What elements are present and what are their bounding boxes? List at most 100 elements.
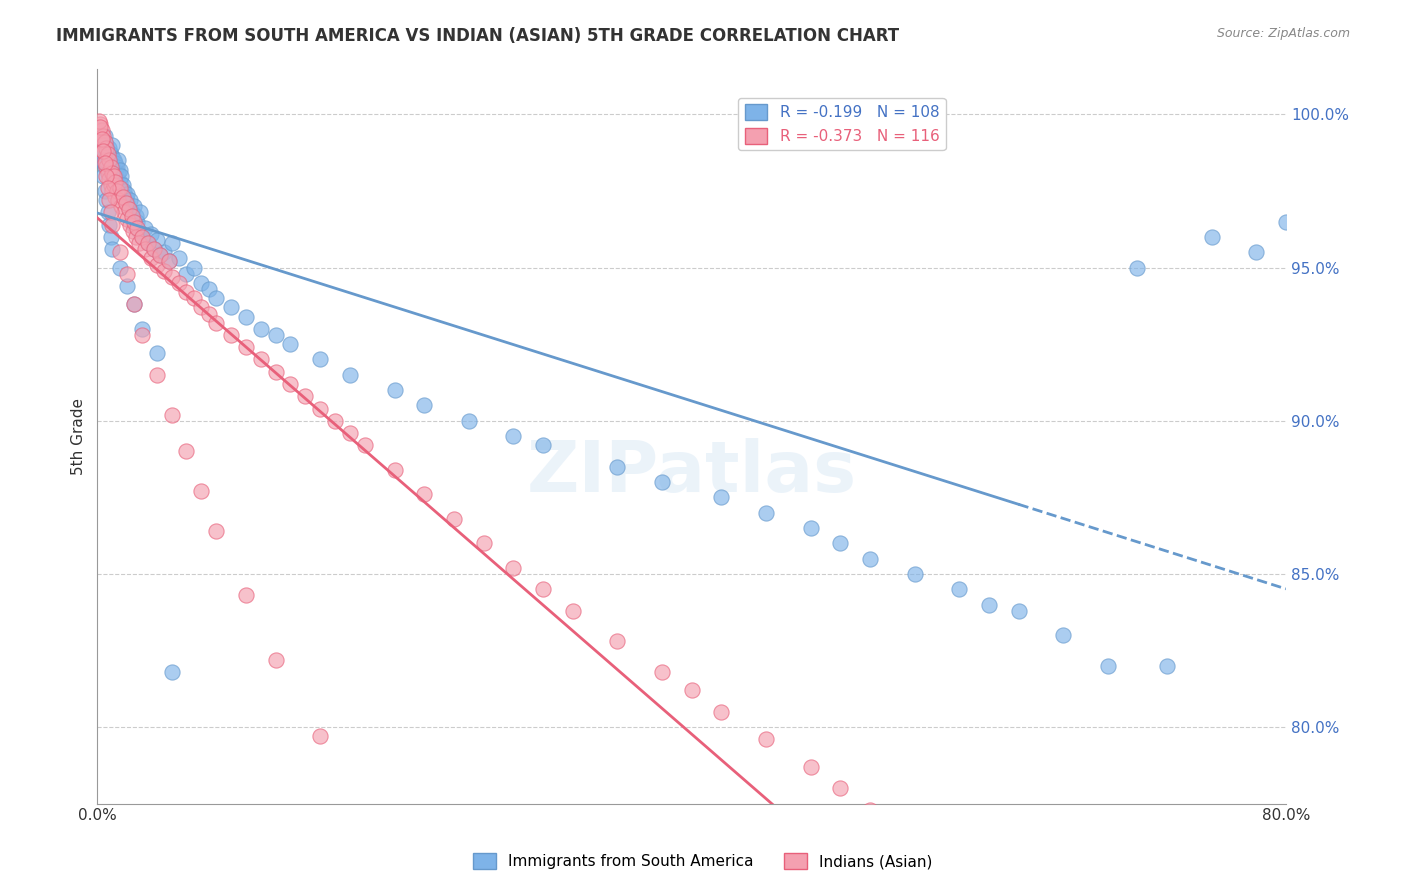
Point [89, 145, 111, 159]
Point [235, 310, 257, 324]
Point [96, 193, 118, 207]
Point [89, 138, 111, 153]
Point [87, 153, 110, 168]
Point [139, 252, 162, 266]
Point [100, 160, 122, 174]
Point [280, 337, 302, 351]
Point [115, 211, 138, 226]
Point [799, 760, 821, 774]
Point [129, 205, 152, 219]
Point [249, 322, 271, 336]
Point [100, 205, 122, 219]
Point [101, 166, 124, 180]
Point [107, 166, 129, 180]
Point [96, 160, 118, 174]
Point [105, 184, 128, 198]
Point [89, 128, 111, 143]
Point [190, 484, 212, 499]
Point [264, 653, 287, 667]
Point [114, 190, 136, 204]
Point [136, 236, 159, 251]
Point [1275, 215, 1298, 229]
Point [122, 224, 145, 238]
Point [90, 132, 112, 146]
Point [183, 260, 205, 275]
Point [384, 383, 406, 397]
Point [948, 582, 970, 597]
Point [384, 812, 406, 826]
Point [127, 220, 149, 235]
Point [531, 582, 554, 597]
Text: IMMIGRANTS FROM SOUTH AMERICA VS INDIAN (ASIAN) 5TH GRADE CORRELATION CHART: IMMIGRANTS FROM SOUTH AMERICA VS INDIAN … [56, 27, 900, 45]
Point [157, 254, 180, 268]
Point [157, 254, 180, 268]
Point [96, 138, 118, 153]
Point [108, 260, 131, 275]
Point [1126, 260, 1149, 275]
Point [125, 230, 148, 244]
Point [114, 196, 136, 211]
Point [146, 233, 169, 247]
Point [146, 346, 169, 360]
Point [413, 399, 436, 413]
Point [1201, 230, 1223, 244]
Point [176, 267, 198, 281]
Point [94, 153, 117, 168]
Point [115, 196, 138, 211]
Point [115, 187, 138, 202]
Point [98, 153, 121, 168]
Point [104, 169, 127, 183]
Point [830, 781, 852, 796]
Point [128, 236, 150, 251]
Point [104, 175, 127, 189]
Point [111, 178, 134, 192]
Point [235, 588, 257, 602]
Point [176, 444, 198, 458]
Point [90, 153, 112, 168]
Point [167, 252, 190, 266]
Point [122, 211, 145, 226]
Point [153, 263, 176, 277]
Point [91, 135, 114, 149]
Point [97, 145, 120, 159]
Point [219, 328, 242, 343]
Point [205, 316, 228, 330]
Point [94, 128, 117, 143]
Point [160, 236, 183, 251]
Point [94, 160, 117, 174]
Point [830, 536, 852, 550]
Point [121, 209, 143, 223]
Point [755, 506, 778, 520]
Point [1052, 628, 1074, 642]
Point [108, 162, 131, 177]
Point [136, 236, 159, 251]
Point [121, 205, 143, 219]
Point [94, 147, 117, 161]
Y-axis label: 5th Grade: 5th Grade [72, 398, 86, 475]
Point [124, 215, 146, 229]
Point [1097, 658, 1119, 673]
Point [176, 285, 198, 299]
Point [859, 551, 882, 566]
Point [105, 160, 128, 174]
Point [413, 487, 436, 501]
Point [94, 135, 117, 149]
Point [118, 193, 141, 207]
Text: Source: ZipAtlas.com: Source: ZipAtlas.com [1216, 27, 1350, 40]
Point [90, 138, 112, 153]
Point [103, 178, 125, 192]
Point [91, 150, 114, 164]
Point [101, 138, 124, 153]
Point [97, 166, 120, 180]
Point [131, 322, 153, 336]
Point [160, 408, 183, 422]
Point [651, 475, 673, 489]
Point [115, 267, 138, 281]
Point [339, 425, 361, 440]
Point [124, 218, 146, 232]
Point [502, 561, 524, 575]
Point [142, 242, 165, 256]
Point [309, 401, 332, 416]
Point [124, 199, 146, 213]
Point [100, 166, 122, 180]
